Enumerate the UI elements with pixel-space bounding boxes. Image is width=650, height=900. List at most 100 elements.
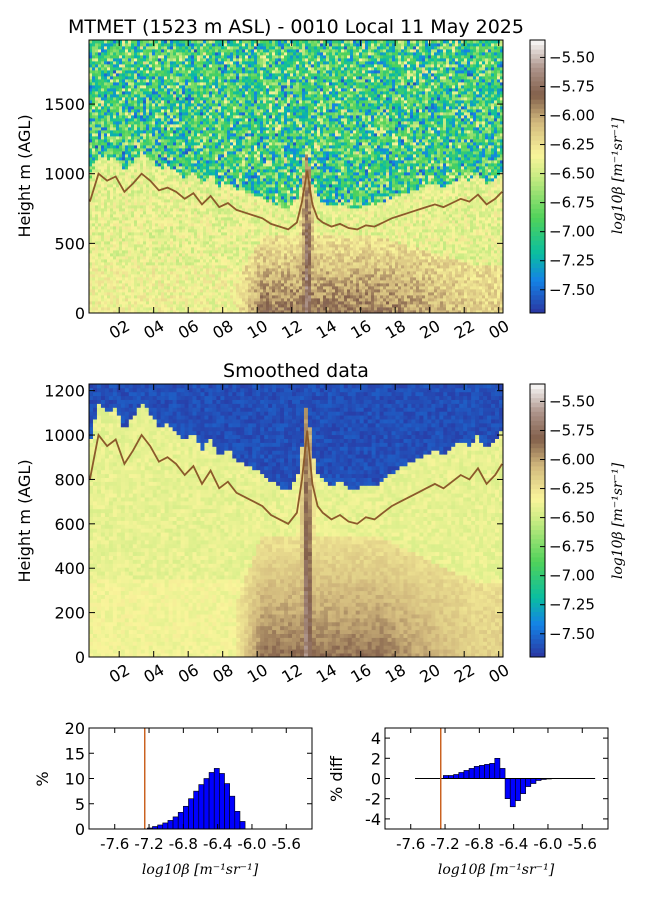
- heat-cell: [158, 169, 162, 173]
- heat-cell: [221, 283, 225, 287]
- heat-cell: [110, 169, 114, 173]
- heat-cell: [215, 193, 219, 197]
- heat-cell: [128, 82, 132, 86]
- heat-cell: [188, 310, 192, 314]
- heat-cell: [203, 100, 207, 104]
- heat-cell: [230, 283, 234, 287]
- heat-cell: [191, 292, 195, 296]
- heat-cell: [170, 58, 174, 62]
- heat-cell: [206, 259, 210, 263]
- heat-cell: [110, 100, 114, 104]
- heat-cell: [125, 127, 129, 131]
- heat-cell: [251, 307, 255, 311]
- heat-cell: [236, 301, 240, 305]
- heat-cell: [107, 121, 111, 125]
- heat-cell: [251, 193, 255, 197]
- heat-cell: [128, 175, 132, 179]
- heat-cell: [164, 271, 168, 275]
- heat-cell: [170, 133, 174, 137]
- heat-cell: [164, 136, 168, 140]
- heat-cell: [197, 295, 201, 299]
- heat-cell: [221, 244, 225, 248]
- heat-cell: [248, 256, 252, 260]
- heat-cell: [92, 55, 96, 59]
- heat-cell: [230, 217, 234, 221]
- heat-cell: [212, 286, 216, 290]
- heat-cell: [113, 253, 117, 257]
- heat-cell: [146, 115, 150, 119]
- heat-cell: [131, 286, 135, 290]
- heat-cell: [146, 271, 150, 275]
- heat-cell: [212, 85, 216, 89]
- heat-cell: [101, 310, 105, 314]
- heat-cell: [170, 43, 174, 47]
- heat-cell: [161, 181, 165, 185]
- heat-cell: [155, 250, 159, 254]
- heat-cell: [125, 265, 129, 269]
- heat-cell: [212, 76, 216, 80]
- heat-cell: [161, 223, 165, 227]
- heat-cell: [140, 61, 144, 65]
- heat-cell: [110, 61, 114, 65]
- heat-cell: [113, 70, 117, 74]
- heat-cell: [230, 202, 234, 206]
- heat-cell: [170, 148, 174, 152]
- heat-cell: [158, 121, 162, 125]
- heat-cell: [131, 166, 135, 170]
- heat-cell: [98, 259, 102, 263]
- heat-cell: [92, 295, 96, 299]
- heat-cell: [191, 76, 195, 80]
- heat-cell: [107, 298, 111, 302]
- heat-cell: [128, 181, 132, 185]
- heat-cell: [140, 139, 144, 143]
- heat-cell: [110, 64, 114, 68]
- heat-cell: [143, 112, 147, 116]
- heat-cell: [230, 85, 234, 89]
- heat-cell: [170, 277, 174, 281]
- heat-cell: [209, 274, 213, 278]
- heat-cell: [203, 85, 207, 89]
- heat-cell: [128, 229, 132, 233]
- heat-cell: [158, 208, 162, 212]
- heat-cell: [143, 139, 147, 143]
- heat-cell: [236, 241, 240, 245]
- heat-cell: [209, 97, 213, 101]
- heat-cell: [98, 304, 102, 308]
- heat-cell: [236, 262, 240, 266]
- heat-cell: [134, 100, 138, 104]
- heat-cell: [200, 115, 204, 119]
- heat-cell: [209, 148, 213, 152]
- heat-cell: [140, 52, 144, 56]
- heat-cell: [89, 235, 93, 239]
- heat-cell: [239, 274, 243, 278]
- heat-cell: [161, 157, 165, 161]
- heat-cell: [218, 64, 222, 68]
- heat-cell: [119, 178, 123, 182]
- heat-cell: [161, 130, 165, 134]
- heat-cell: [185, 124, 189, 128]
- heat-cell: [167, 232, 171, 236]
- heat-cell: [173, 235, 177, 239]
- heat-cell: [98, 142, 102, 146]
- heat-cell: [233, 229, 237, 233]
- heat-cell: [125, 103, 129, 107]
- heat-cell: [245, 217, 249, 221]
- heat-cell: [230, 259, 234, 263]
- heat-cell: [188, 52, 192, 56]
- heat-cell: [89, 232, 93, 236]
- heat-cell: [98, 106, 102, 110]
- heat-cell: [218, 85, 222, 89]
- heat-cell: [248, 121, 252, 125]
- heat-cell: [179, 58, 183, 62]
- heat-cell: [245, 64, 249, 68]
- heat-cell: [101, 283, 105, 287]
- heat-cell: [203, 49, 207, 53]
- heat-cell: [224, 259, 228, 263]
- heat-cell: [185, 115, 189, 119]
- heat-cell: [134, 265, 138, 269]
- heat-cell: [113, 178, 117, 182]
- heat-cell: [221, 133, 225, 137]
- heat-cell: [191, 172, 195, 176]
- heat-cell: [215, 160, 219, 164]
- heat-cell: [227, 160, 231, 164]
